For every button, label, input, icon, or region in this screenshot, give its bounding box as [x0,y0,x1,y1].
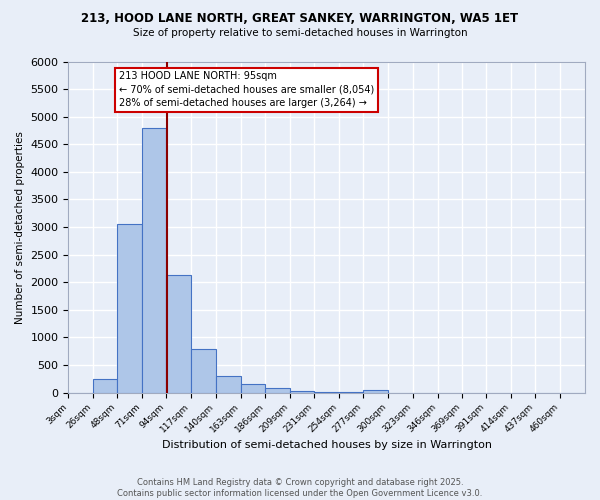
Text: Size of property relative to semi-detached houses in Warrington: Size of property relative to semi-detach… [133,28,467,38]
Bar [93,379,117,392]
Bar [191,349,216,393]
Bar [363,390,388,392]
Bar [216,376,241,392]
Text: Contains HM Land Registry data © Crown copyright and database right 2025.
Contai: Contains HM Land Registry data © Crown c… [118,478,482,498]
Bar [290,390,314,392]
Text: 213 HOOD LANE NORTH: 95sqm
← 70% of semi-detached houses are smaller (8,054)
28%: 213 HOOD LANE NORTH: 95sqm ← 70% of semi… [119,72,374,108]
Bar [117,224,142,392]
Bar [265,388,290,392]
Bar [166,275,191,392]
Bar [241,384,265,392]
Text: 213, HOOD LANE NORTH, GREAT SANKEY, WARRINGTON, WA5 1ET: 213, HOOD LANE NORTH, GREAT SANKEY, WARR… [82,12,518,26]
X-axis label: Distribution of semi-detached houses by size in Warrington: Distribution of semi-detached houses by … [162,440,492,450]
Bar [142,128,166,392]
Y-axis label: Number of semi-detached properties: Number of semi-detached properties [15,130,25,324]
